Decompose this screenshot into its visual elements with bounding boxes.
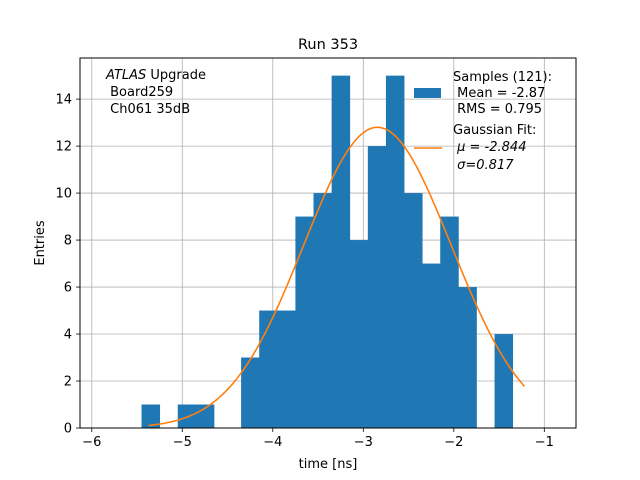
annotation-line-1: ATLAS Upgrade: [105, 68, 206, 83]
y-axis-label: Entries: [33, 220, 48, 266]
y-tick-label-6: 12: [55, 140, 72, 155]
annotation-line-2: Board259: [106, 85, 173, 100]
x-tick-label-2: −4: [263, 435, 282, 450]
annotation-italic: ATLAS: [105, 68, 146, 83]
chart-title: Run 353: [298, 37, 358, 53]
y-tick-label-2: 4: [64, 328, 72, 343]
legend-fit-line-2: μ = -2.844: [453, 140, 526, 155]
y-tick-label-1: 2: [64, 375, 72, 390]
histogram-bar-10: [367, 146, 387, 428]
y-tick-label-4: 8: [64, 234, 72, 249]
legend-samples-line-3: RMS = 0.795: [453, 102, 542, 117]
x-axis-ticks: −6 −5 −4 −3 −2 −1: [82, 428, 554, 450]
histogram-bar-12: [404, 193, 423, 428]
y-tick-label-3: 6: [64, 281, 72, 296]
plot-frame: [79, 57, 577, 429]
annotation-line-3: Ch061 35dB: [106, 102, 190, 117]
x-tick-label-5: −1: [535, 435, 554, 450]
histogram-bar-14: [440, 216, 459, 428]
histogram-bar-0: [141, 404, 161, 428]
histogram-bar-9: [349, 240, 369, 428]
x-tick-label-3: −3: [354, 435, 373, 450]
y-tick-label-0: 0: [64, 422, 72, 437]
y-tick-label-5: 10: [55, 187, 72, 202]
x-tick-label-1: −5: [173, 435, 192, 450]
gaussian-fit-curve: [148, 126, 526, 427]
x-axis-label: time [ns]: [299, 457, 358, 472]
legend-samples-swatch: [414, 88, 441, 98]
y-axis-ticks: 0 2 4 6 8 10 12 14: [55, 93, 80, 437]
x-tick-label-4: −2: [444, 435, 463, 450]
histogram-bar-16: [494, 334, 514, 428]
legend: Samples (121): Mean = -2.87 RMS = 0.795 …: [414, 70, 552, 173]
annotation-line-1-rest: Upgrade: [146, 68, 206, 83]
legend-samples-line-2: Mean = -2.87: [453, 86, 545, 101]
annotation: ATLAS Upgrade Board259 Ch061 35dB: [105, 68, 206, 117]
legend-fit-line-3: σ=0.817: [453, 158, 514, 173]
histogram-bars: [141, 75, 514, 428]
y-tick-label-7: 14: [55, 93, 72, 108]
legend-fit-line-1: Gaussian Fit:: [453, 123, 536, 138]
histogram-bar-15: [458, 287, 477, 428]
gaussian-fit: [148, 126, 526, 427]
histogram-bar-8: [331, 75, 351, 428]
histogram-bar-7: [313, 193, 333, 428]
histogram-bar-6: [295, 216, 314, 428]
histogram-bar-5: [277, 310, 296, 428]
histogram-bar-4: [259, 310, 278, 428]
histogram-bar-11: [385, 75, 405, 428]
histogram-bar-3: [241, 357, 260, 428]
x-tick-label-0: −6: [82, 435, 101, 450]
histogram-bar-13: [422, 263, 441, 428]
legend-samples-line-1: Samples (121):: [453, 70, 552, 85]
